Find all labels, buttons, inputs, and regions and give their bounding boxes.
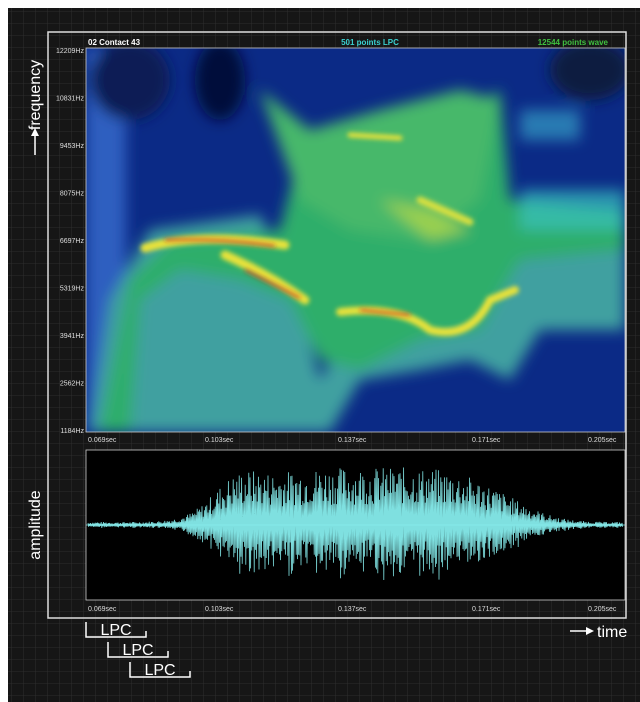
frequency-label: frequency [27, 60, 44, 130]
x-tick-label: 0.069sec [88, 606, 117, 613]
x-tick-label: 0.171sec [472, 437, 501, 444]
wave-label: 12544 points wave [538, 38, 609, 47]
lpc-bracket [107, 642, 169, 658]
x-tick-label: 0.103sec [205, 437, 234, 444]
lpc-bracket [129, 662, 191, 678]
arrowhead [31, 128, 39, 136]
x-tick-label: 0.103sec [205, 606, 234, 613]
x-tick-label: 0.137sec [338, 606, 367, 613]
y-tick-label: 12209Hz [56, 48, 85, 55]
y-tick-label: 9453Hz [60, 143, 85, 150]
y-tick-label: 10831Hz [56, 96, 85, 103]
amplitude-label: amplitude [27, 490, 44, 559]
x-tick-label: 0.137sec [338, 437, 367, 444]
arrowhead [586, 627, 594, 635]
lpc-window-label: LPC [144, 662, 175, 679]
x-tick-label: 0.205sec [588, 437, 617, 444]
lpc-window-label: LPC [100, 622, 131, 639]
y-tick-label: 1184Hz [60, 428, 84, 435]
y-tick-label: 8075Hz [60, 191, 85, 198]
time-label: time [597, 624, 627, 641]
y-tick-label: 3941Hz [60, 333, 85, 340]
x-tick-label: 0.205sec [588, 606, 617, 613]
spectrogram-image [86, 48, 625, 432]
lpc-label: 501 points LPC [341, 38, 399, 47]
y-tick-label: 2562Hz [60, 381, 85, 388]
y-tick-label: 5319Hz [60, 286, 85, 293]
x-tick-label: 0.171sec [472, 606, 501, 613]
panel-title: 02 Contact 43 [88, 38, 141, 47]
lpc-bracket [85, 622, 147, 638]
y-tick-label: 6697Hz [60, 238, 85, 245]
spectrogram-border [85, 47, 626, 433]
x-tick-label: 0.069sec [88, 437, 117, 444]
lpc-window-label: LPC [122, 642, 153, 659]
frame [47, 31, 627, 619]
